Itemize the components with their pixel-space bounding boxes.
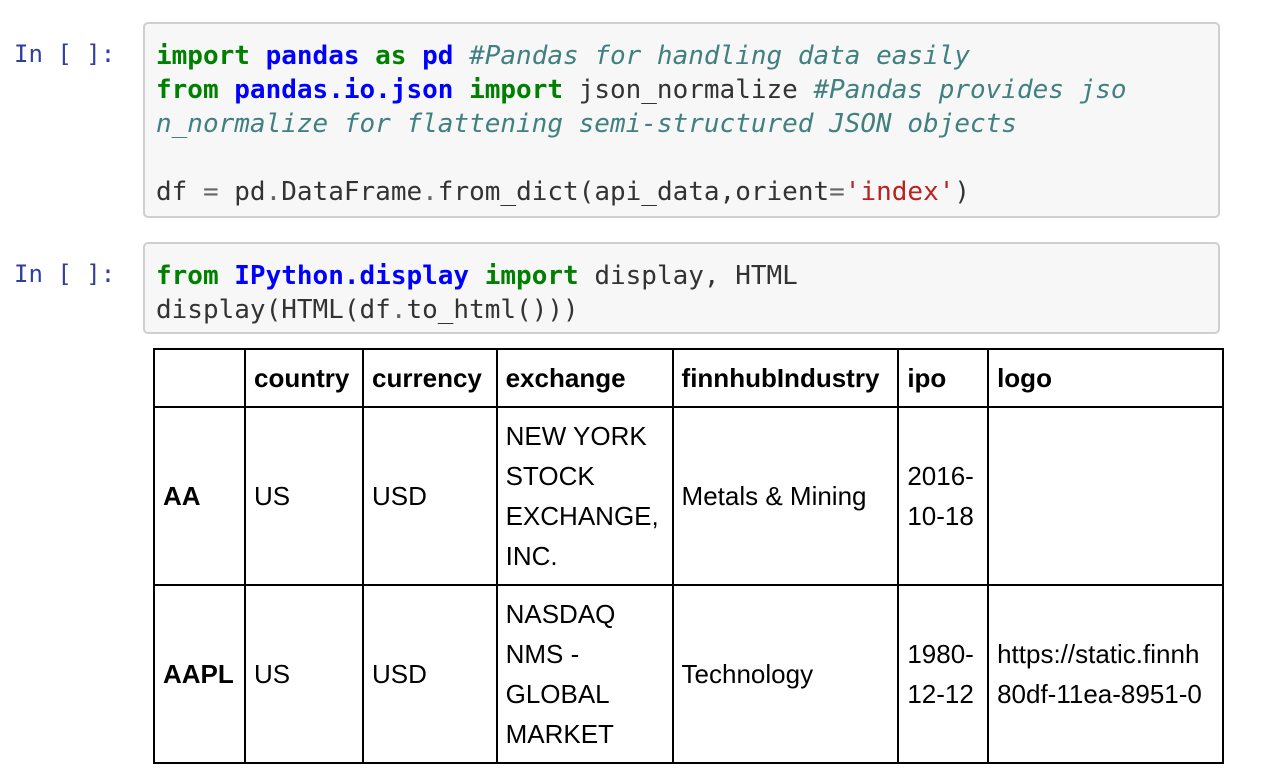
cell-1-prompt: In [ ]: xyxy=(14,40,116,68)
code-token: display, HTML xyxy=(578,261,798,291)
code-token: to_html())) xyxy=(406,295,579,325)
cell-line: 10-18 xyxy=(907,501,974,531)
code-token: display(HTML(df xyxy=(156,295,391,325)
cell-line: https://static.finnh xyxy=(997,639,1200,669)
cell-country: US xyxy=(244,584,365,764)
column-header-currency: currency xyxy=(362,348,498,408)
code-cell-1-source[interactable]: import pandas as pd #Pandas for handling… xyxy=(145,24,1218,209)
code-cell-2[interactable]: from IPython.display import display, HTM… xyxy=(143,242,1220,334)
code-token: n_normalize for flattening semi-structur… xyxy=(156,109,1017,139)
cell-line: MARKET xyxy=(505,719,614,749)
code-token: json_normalize xyxy=(563,75,814,105)
cell-logo xyxy=(987,406,1224,586)
code-token: pandas.io.json xyxy=(234,75,454,105)
cell-exchange: NEW YORK STOCK EXCHANGE, INC. xyxy=(495,406,674,586)
code-token: from xyxy=(156,261,219,291)
code-token: import xyxy=(469,75,564,105)
code-token: df xyxy=(156,177,203,207)
code-cell-2-source[interactable]: from IPython.display import display, HTM… xyxy=(145,244,1218,327)
column-header-country: country xyxy=(244,348,365,408)
code-line: import pandas as pd #Pandas for handling… xyxy=(156,39,1218,73)
code-token: 'index' xyxy=(844,177,955,207)
code-line: from IPython.display import display, HTM… xyxy=(156,259,1218,293)
column-header-logo: logo xyxy=(987,348,1224,408)
cell-line: GLOBAL xyxy=(505,679,610,709)
cell-ipo: 1980- 12-12 xyxy=(897,584,990,764)
code-line xyxy=(156,141,1218,175)
cell-finnhubindustry: Technology xyxy=(671,584,900,764)
table-row: AAPL US USD NASDAQ NMS - GLOBAL MARKET Tech… xyxy=(153,584,1224,764)
code-token: #Pandas for handling data easily xyxy=(469,41,970,71)
code-line: df = pd.DataFrame.from_dict(api_data,ori… xyxy=(156,175,1218,209)
table-row: AA US USD NEW YORK STOCK EXCHANGE, INC. Met… xyxy=(153,406,1224,586)
code-token: as xyxy=(375,41,407,71)
cell-country: US xyxy=(244,406,365,586)
code-token xyxy=(219,261,235,291)
cell-currency: USD xyxy=(362,406,498,586)
cell-line: 80df-11ea-8951-0 xyxy=(997,679,1202,709)
code-token xyxy=(360,41,376,71)
code-line: display(HTML(df.to_html())) xyxy=(156,293,1218,327)
code-line: from pandas.io.json import json_normaliz… xyxy=(156,73,1218,107)
index-header xyxy=(153,348,247,408)
cell-line: 1980- xyxy=(907,639,974,669)
code-token xyxy=(453,75,469,105)
cell-2-output: country currency exchange finnhubIndustr… xyxy=(153,348,1224,764)
code-line: n_normalize for flattening semi-structur… xyxy=(156,107,1218,141)
code-token: import xyxy=(156,41,250,71)
cell-line: 2016- xyxy=(907,461,974,491)
row-index: AAPL xyxy=(153,584,247,764)
code-token: = xyxy=(202,177,219,207)
column-header-exchange: exchange xyxy=(495,348,674,408)
code-cell-1[interactable]: import pandas as pd #Pandas for handling… xyxy=(143,22,1220,218)
cell-line: INC. xyxy=(505,541,558,571)
cell-line: EXCHANGE, xyxy=(505,501,659,531)
cell-logo: https://static.finnh 80df-11ea-8951-0 xyxy=(987,584,1224,764)
code-token xyxy=(219,75,235,105)
cell-line: NASDAQ xyxy=(505,599,616,629)
code-token: pd xyxy=(218,177,266,207)
code-token: = xyxy=(829,177,845,207)
code-token: pd xyxy=(422,41,454,71)
code-token: DataFrame xyxy=(281,177,423,207)
row-index: AA xyxy=(153,406,247,586)
cell-line: STOCK xyxy=(505,461,595,491)
code-token: import xyxy=(484,261,579,291)
cell-2-prompt: In [ ]: xyxy=(14,260,116,288)
code-token: from_dict(api_data,orient xyxy=(437,177,830,207)
code-token xyxy=(469,261,485,291)
code-token xyxy=(406,41,422,71)
column-header-finnhubindustry: finnhubIndustry xyxy=(671,348,900,408)
code-token: IPython.display xyxy=(234,261,470,291)
code-token: pandas xyxy=(265,41,360,71)
code-token: . xyxy=(422,177,438,207)
cell-line: NMS - xyxy=(505,639,580,669)
table-header-row: country currency exchange finnhubIndustr… xyxy=(153,348,1224,408)
code-token: #Pandas provides jso xyxy=(813,75,1127,105)
dataframe-table: country currency exchange finnhubIndustr… xyxy=(153,348,1224,764)
cell-currency: USD xyxy=(362,584,498,764)
code-token: . xyxy=(390,295,407,325)
code-token xyxy=(453,41,469,71)
cell-line: 12-12 xyxy=(907,679,974,709)
code-token: ) xyxy=(954,177,971,207)
code-token: from xyxy=(156,75,219,105)
cell-exchange: NASDAQ NMS - GLOBAL MARKET xyxy=(495,584,674,764)
cell-line: NEW YORK xyxy=(505,421,647,451)
cell-ipo: 2016- 10-18 xyxy=(897,406,990,586)
cell-finnhubindustry: Metals & Mining xyxy=(671,406,900,586)
column-header-ipo: ipo xyxy=(897,348,990,408)
code-token xyxy=(250,41,266,71)
code-token: . xyxy=(265,177,282,207)
